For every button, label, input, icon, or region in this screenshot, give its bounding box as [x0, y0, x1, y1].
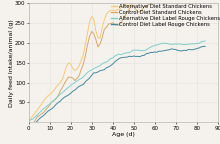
- Legend: Alternative Diet Standard Chickens, Control Diet Standard Chickens, Alternative : Alternative Diet Standard Chickens, Cont…: [111, 4, 220, 27]
- X-axis label: Age (d): Age (d): [112, 132, 135, 137]
- Y-axis label: Daily feed Intake/animal (g): Daily feed Intake/animal (g): [9, 19, 13, 107]
